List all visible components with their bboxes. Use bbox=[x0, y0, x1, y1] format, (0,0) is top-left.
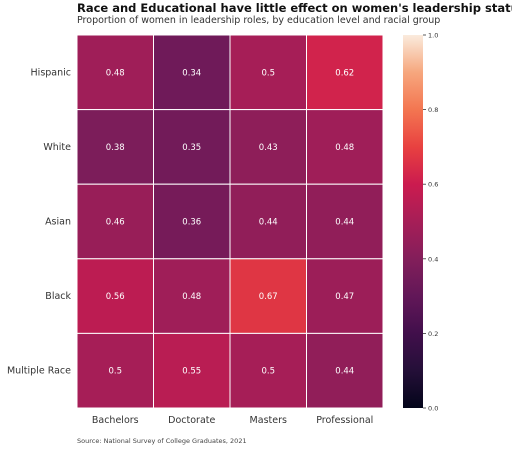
colorbar-tick-label: 0.4 bbox=[428, 255, 438, 263]
colorbar bbox=[403, 35, 423, 408]
cell-value-label: 0.55 bbox=[182, 367, 201, 377]
cell-value-label: 0.48 bbox=[182, 292, 201, 302]
heatmap-cell bbox=[229, 109, 307, 185]
column-label: Professional bbox=[316, 415, 373, 426]
colorbar-tick-label: 0.8 bbox=[428, 106, 438, 114]
cell-value-label: 0.48 bbox=[335, 143, 354, 153]
chart-title: Race and Educational have little effect … bbox=[77, 1, 512, 15]
row-label: White bbox=[43, 142, 71, 153]
row-label: Black bbox=[45, 291, 71, 302]
heatmap-cell bbox=[153, 34, 231, 111]
chart-subtitle: Proportion of women in leadership roles,… bbox=[77, 15, 441, 26]
heatmap-cell bbox=[76, 258, 154, 334]
row-label: Asian bbox=[45, 217, 71, 228]
cell-value-label: 0.67 bbox=[259, 292, 278, 302]
cell-value-label: 0.44 bbox=[335, 367, 354, 377]
cell-value-label: 0.44 bbox=[259, 218, 278, 228]
cell-value-label: 0.35 bbox=[182, 143, 201, 153]
cell-value-label: 0.43 bbox=[259, 143, 278, 153]
cell-value-label: 0.44 bbox=[335, 218, 354, 228]
cell-value-label: 0.48 bbox=[106, 68, 125, 78]
cell-value-label: 0.5 bbox=[261, 367, 275, 377]
source-note: Source: National Survey of College Gradu… bbox=[77, 437, 247, 445]
heatmap-cell bbox=[306, 34, 384, 111]
row-label: Hispanic bbox=[31, 67, 71, 78]
cell-value-label: 0.38 bbox=[106, 143, 125, 153]
heatmap-cell bbox=[153, 332, 231, 409]
heatmap-cell bbox=[76, 332, 154, 409]
cell-value-label: 0.56 bbox=[106, 292, 125, 302]
heatmap-cell bbox=[153, 183, 231, 260]
heatmap-cell bbox=[229, 34, 307, 111]
heatmap-cell bbox=[229, 258, 307, 334]
colorbar-tick-label: 0.0 bbox=[428, 405, 438, 413]
column-label: Masters bbox=[250, 415, 287, 426]
column-label: Bachelors bbox=[92, 415, 139, 426]
cell-value-label: 0.34 bbox=[182, 68, 201, 78]
colorbar-tick-label: 0.2 bbox=[428, 330, 438, 338]
heatmap-cell bbox=[306, 183, 384, 260]
heatmap-cell bbox=[153, 258, 231, 334]
heatmap-cell bbox=[76, 34, 154, 111]
heatmap-cell bbox=[229, 183, 307, 260]
heatmap-cell bbox=[306, 258, 384, 334]
cell-value-label: 0.5 bbox=[261, 68, 275, 78]
cell-value-label: 0.46 bbox=[106, 218, 125, 228]
colorbar-tick-label: 0.6 bbox=[428, 181, 438, 189]
cell-value-label: 0.47 bbox=[335, 292, 354, 302]
cell-value-label: 0.62 bbox=[335, 68, 354, 78]
cell-value-label: 0.36 bbox=[182, 218, 201, 228]
cell-value-label: 0.5 bbox=[108, 367, 122, 377]
heatmap-cell bbox=[306, 332, 384, 409]
column-label: Doctorate bbox=[168, 415, 215, 426]
colorbar-tick-label: 1.0 bbox=[428, 32, 438, 40]
row-label: Multiple Race bbox=[7, 366, 71, 377]
heatmap-cell bbox=[153, 109, 231, 185]
